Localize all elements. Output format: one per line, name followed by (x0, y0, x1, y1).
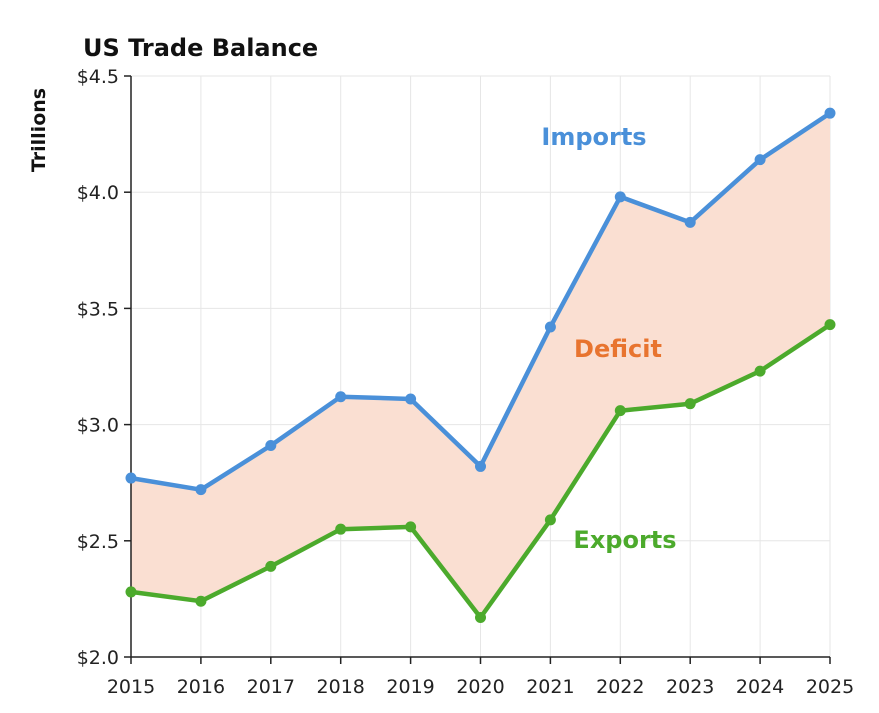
x-tick-label: 2021 (526, 676, 574, 698)
exports-point (335, 523, 347, 535)
y-tick-label: $2.0 (77, 647, 119, 669)
exports-point (475, 611, 486, 623)
exports-point (125, 586, 137, 598)
exports-point (265, 560, 277, 572)
exports-point (684, 398, 696, 410)
imports-point (335, 391, 347, 403)
imports-series-label: Imports (541, 123, 646, 151)
y-tick-label: $2.5 (77, 531, 119, 553)
imports-point (754, 154, 766, 166)
imports-point (614, 191, 626, 203)
imports-point (544, 321, 556, 333)
imports-point (405, 393, 417, 405)
tick-labels: 2015 2016 2017 2018 2019 2020 2021 2022 2023 2024… (77, 66, 854, 698)
imports-point (684, 216, 696, 228)
x-tick-label: 2018 (317, 676, 365, 698)
exports-point (614, 405, 626, 417)
x-tick-label: 2025 (806, 676, 854, 698)
y-tick-label: $3.5 (77, 298, 119, 320)
exports-point (824, 319, 836, 331)
x-tick-label: 2024 (736, 676, 784, 698)
x-tick-label: 2015 (107, 676, 155, 698)
deficit-area (131, 113, 830, 618)
exports-point (544, 514, 556, 526)
x-tick-label: 2016 (177, 676, 225, 698)
imports-point (265, 440, 277, 452)
x-tick-label: 2023 (666, 676, 714, 698)
y-axis-label: Trillions (28, 88, 50, 172)
y-tick-label: $3.0 (77, 415, 119, 437)
y-tick-label: $4.0 (77, 182, 119, 204)
x-tick-label: 2020 (456, 676, 504, 698)
deficit-area-label: Deficit (574, 335, 662, 363)
exports-point (405, 521, 417, 533)
data-points (125, 107, 836, 623)
chart-title: US Trade Balance (83, 34, 318, 62)
imports-point (824, 107, 836, 119)
exports-point (754, 365, 766, 377)
exports-series-label: Exports (573, 526, 676, 554)
x-tick-label: 2022 (596, 676, 644, 698)
y-tick-label: $4.5 (77, 66, 119, 88)
imports-point (475, 460, 486, 472)
imports-point (195, 484, 207, 496)
x-tick-label: 2019 (386, 676, 434, 698)
exports-point (195, 595, 207, 607)
imports-point (125, 472, 137, 484)
x-tick-label: 2017 (247, 676, 295, 698)
